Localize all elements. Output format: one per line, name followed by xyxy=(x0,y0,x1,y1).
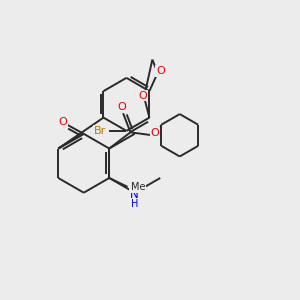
Text: Br: Br xyxy=(94,126,106,136)
Text: H: H xyxy=(131,199,138,209)
Text: O: O xyxy=(117,102,126,112)
Text: O: O xyxy=(156,66,165,76)
Text: O: O xyxy=(151,128,159,138)
Text: O: O xyxy=(58,117,67,127)
Text: Me: Me xyxy=(130,182,145,192)
Text: O: O xyxy=(138,91,147,100)
Text: N: N xyxy=(130,188,139,201)
